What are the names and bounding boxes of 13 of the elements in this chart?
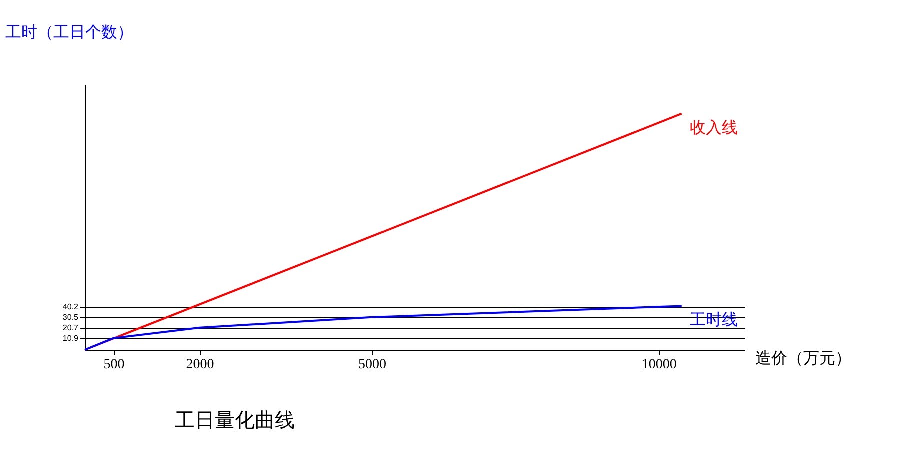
text: 工日量化曲线 [175,408,295,432]
series-label: 收入线 [690,118,738,137]
y-tick-label: 20.7 [62,323,80,332]
y-tick-label: 10.9 [62,334,80,343]
y-tick-label: 40.2 [62,302,80,312]
line-series [84,305,683,351]
x-tick-label: 500 [104,358,125,372]
y-axis-title: 工时（工日个数） [6,22,134,42]
x-axis-title: 造价（万元） [756,348,852,368]
x-tick-label: 10000 [642,358,677,372]
x-tick-label: 5000 [358,358,386,372]
y-tick-label: 30.5 [62,312,80,322]
x-tick-label: 2000 [186,358,214,372]
